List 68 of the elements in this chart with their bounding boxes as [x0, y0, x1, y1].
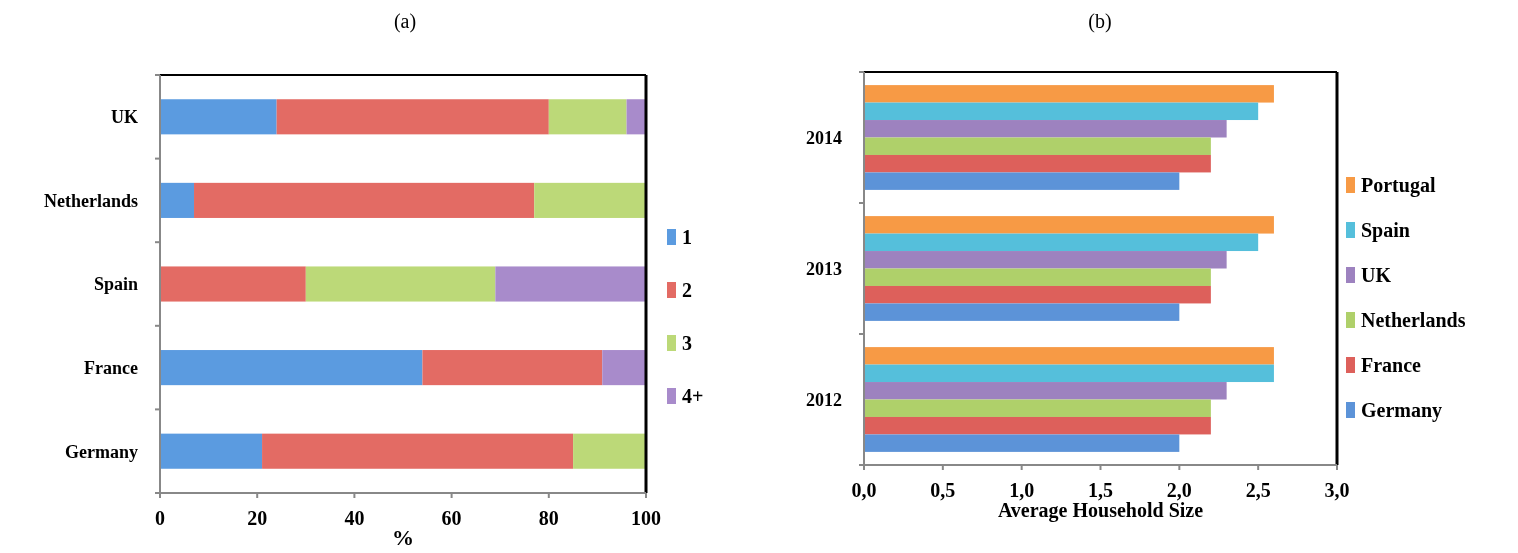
- bar: [864, 85, 1274, 103]
- legend-label: France: [1361, 354, 1422, 376]
- bar: [573, 433, 646, 469]
- bar: [602, 350, 646, 386]
- bar: [864, 216, 1274, 234]
- legend-label: Germany: [1361, 399, 1443, 422]
- x-axis-title: %: [392, 525, 414, 550]
- legend-label: 2: [682, 279, 692, 301]
- bar: [276, 99, 549, 135]
- bar: [160, 266, 306, 302]
- bar: [864, 416, 1211, 435]
- bar: [626, 99, 646, 135]
- chart-title: (b): [1088, 10, 1112, 33]
- bar: [864, 347, 1274, 365]
- legend-label: UK: [1361, 264, 1392, 286]
- bar: [864, 303, 1180, 321]
- bar: [160, 182, 195, 218]
- y-tick-label: 2013: [806, 258, 842, 279]
- x-tick-label: 60: [441, 507, 462, 529]
- legend-label: 4+: [682, 385, 704, 407]
- legend-label: Portugal: [1361, 174, 1436, 197]
- bar: [262, 433, 574, 469]
- x-tick-label: 2,0: [1166, 479, 1192, 501]
- bar: [160, 99, 277, 135]
- x-tick-label: 80: [538, 507, 559, 529]
- x-tick-label: 0,0: [851, 479, 877, 501]
- y-tick-label: Netherlands: [44, 190, 138, 211]
- bar: [864, 154, 1211, 173]
- bar: [305, 266, 496, 302]
- x-tick-label: 0,5: [930, 479, 956, 501]
- legend-label: Netherlands: [1361, 309, 1466, 331]
- bar: [864, 434, 1180, 452]
- bar: [864, 364, 1274, 383]
- y-tick-label: France: [84, 357, 138, 378]
- bar: [864, 102, 1259, 121]
- x-tick-label: 3,0: [1324, 479, 1350, 501]
- x-tick-label: 40: [344, 507, 365, 529]
- bar: [864, 251, 1227, 269]
- bar: [534, 182, 646, 218]
- y-tick-label: Germany: [65, 441, 138, 462]
- bar: [548, 99, 627, 135]
- bar: [864, 285, 1211, 304]
- bar: [864, 137, 1211, 155]
- bar: [864, 172, 1180, 190]
- chart-title: (a): [393, 10, 417, 33]
- bar: [864, 382, 1227, 400]
- bar: [864, 268, 1211, 286]
- x-tick-label: 1,0: [1009, 479, 1035, 501]
- bar: [160, 433, 263, 469]
- bar: [495, 266, 646, 302]
- x-tick-label: 0: [155, 507, 165, 529]
- legend-label: 1: [682, 226, 692, 248]
- bar: [422, 350, 603, 386]
- bar: [864, 233, 1259, 252]
- legend-label: Spain: [1361, 219, 1410, 242]
- y-tick-label: 2014: [806, 127, 842, 148]
- x-tick-label: 1,5: [1088, 479, 1113, 501]
- bar: [864, 120, 1227, 138]
- bar: [864, 399, 1211, 417]
- y-tick-label: 2012: [806, 389, 842, 410]
- x-tick-label: 100: [631, 507, 661, 529]
- bar: [194, 182, 535, 218]
- bar: [160, 350, 423, 386]
- x-tick-label: 20: [247, 507, 268, 529]
- y-tick-label: Spain: [93, 274, 138, 295]
- legend-label: 3: [682, 332, 692, 354]
- y-tick-label: UK: [111, 107, 138, 128]
- x-tick-label: 2,5: [1245, 479, 1271, 501]
